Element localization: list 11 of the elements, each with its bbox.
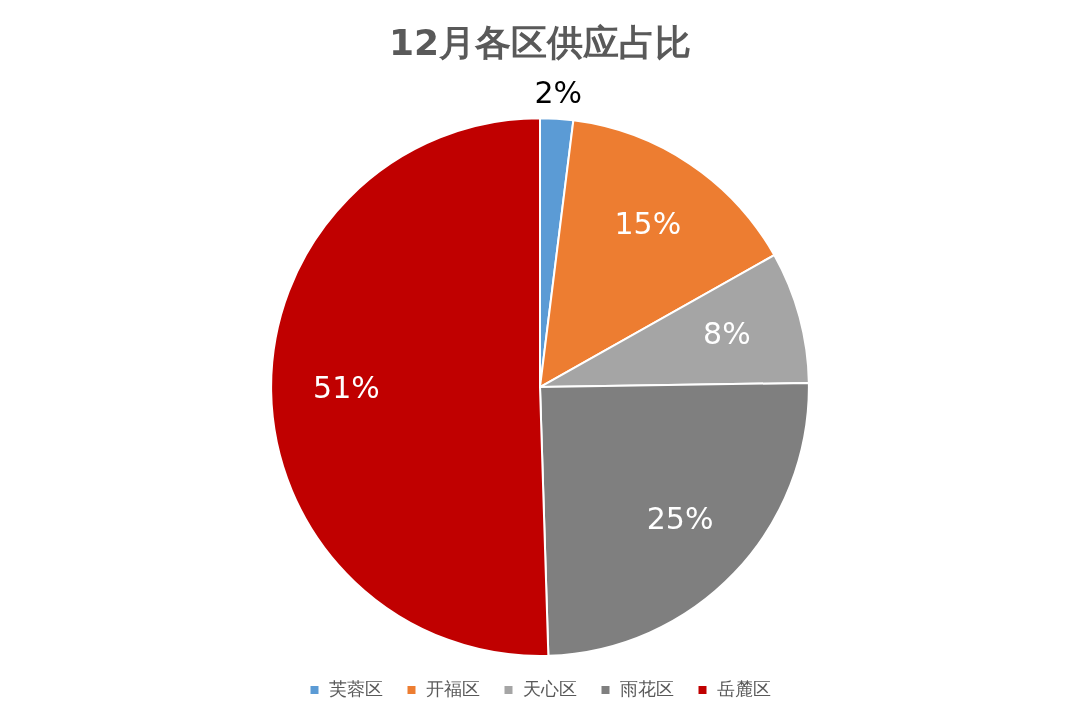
legend-label: 岳麓区 bbox=[716, 677, 771, 699]
data-label: 25% bbox=[646, 500, 714, 536]
data-label: 15% bbox=[614, 206, 682, 242]
legend-label: 开福区 bbox=[425, 677, 480, 699]
data-label: 2% bbox=[534, 74, 583, 110]
legend-label: 雨花区 bbox=[619, 677, 674, 699]
legend-label: 芙蓉区 bbox=[328, 677, 383, 699]
legend-label: 天心区 bbox=[522, 677, 577, 699]
chart-title: 12月各区供应占比 bbox=[388, 21, 692, 63]
data-label: 8% bbox=[703, 316, 751, 352]
data-label: 51% bbox=[313, 369, 380, 405]
